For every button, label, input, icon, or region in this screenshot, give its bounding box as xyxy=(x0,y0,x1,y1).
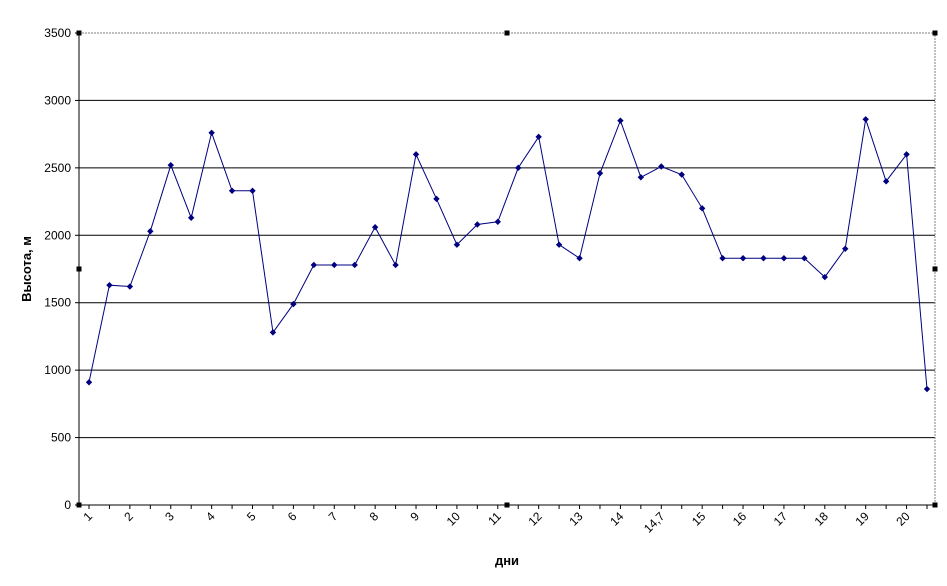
data-point xyxy=(596,170,604,177)
x-tick-label: 15 xyxy=(689,509,709,529)
x-tick-label: 9 xyxy=(408,509,423,524)
data-point xyxy=(371,223,379,231)
series-markers xyxy=(85,116,931,393)
selection-handles xyxy=(76,30,938,508)
x-tick-label: 19 xyxy=(852,509,872,529)
data-point xyxy=(147,228,154,235)
x-tick-label: 20 xyxy=(893,509,913,529)
x-tick-label: 8 xyxy=(367,509,382,524)
data-point xyxy=(433,195,440,203)
data-point xyxy=(698,205,706,212)
x-tick-label: 12 xyxy=(525,509,545,529)
data-point xyxy=(269,329,277,336)
data-point xyxy=(290,300,297,308)
data-point xyxy=(780,255,788,262)
data-point xyxy=(515,164,522,172)
x-tick-label: 18 xyxy=(812,509,832,529)
y-tick-label: 2500 xyxy=(44,161,71,175)
data-point xyxy=(617,117,624,124)
x-tick-label: 1 xyxy=(80,509,95,524)
y-axis-title: Высота, м xyxy=(19,236,34,302)
y-tick-label: 2000 xyxy=(44,228,71,242)
data-point xyxy=(760,255,767,262)
data-point xyxy=(801,255,808,262)
data-point xyxy=(126,283,134,290)
data-point xyxy=(310,261,318,269)
x-tick-label: 3 xyxy=(162,509,177,524)
data-point xyxy=(85,379,93,386)
data-point xyxy=(923,385,931,393)
data-point xyxy=(187,214,195,221)
data-point xyxy=(637,174,645,181)
x-tick-label: 11 xyxy=(485,509,504,528)
y-tick-label: 3500 xyxy=(44,26,71,40)
x-tick-label: 17 xyxy=(771,509,791,529)
data-point xyxy=(331,261,338,269)
data-point xyxy=(453,241,461,248)
data-point xyxy=(576,255,583,262)
x-tick-label: 6 xyxy=(285,509,300,524)
data-point xyxy=(903,151,910,158)
data-point xyxy=(474,221,481,228)
data-point xyxy=(208,129,215,136)
x-tick-label: 5 xyxy=(244,509,259,524)
data-point xyxy=(228,187,236,194)
x-tick-label: 14 xyxy=(607,509,627,529)
data-point xyxy=(555,241,563,248)
data-point xyxy=(412,151,420,158)
data-point xyxy=(167,161,174,169)
data-point xyxy=(882,178,890,185)
data-point xyxy=(678,171,685,178)
data-point xyxy=(249,187,256,194)
data-point xyxy=(535,133,542,141)
x-tick-label: 2 xyxy=(121,509,136,524)
x-axis-ticks: 1 2 3 4 5 6 7 8 9 10 11 12 13 14 14,7 15 16 17 18 19 20 xyxy=(79,504,935,536)
x-tick-label: 7 xyxy=(326,509,341,524)
selection-handle xyxy=(932,266,938,272)
x-tick-label: 13 xyxy=(566,509,586,529)
y-axis-ticks: 0 500 1000 1500 2000 2500 3000 3500 xyxy=(44,26,80,512)
data-point xyxy=(494,218,501,225)
data-point xyxy=(658,163,665,170)
x-axis-title: дни xyxy=(495,553,519,568)
data-point xyxy=(842,245,849,252)
y-tick-label: 1500 xyxy=(44,296,71,310)
gridlines xyxy=(79,99,935,439)
series-line xyxy=(88,119,928,390)
selection-handle xyxy=(932,30,938,36)
data-point xyxy=(821,273,829,281)
x-tick-label: 10 xyxy=(444,509,464,529)
data-point xyxy=(351,261,358,269)
x-tick-label: 16 xyxy=(730,509,750,529)
data-point xyxy=(106,281,113,289)
data-point xyxy=(739,255,747,262)
y-tick-label: 1000 xyxy=(44,363,71,377)
data-point xyxy=(719,255,726,262)
data-point xyxy=(392,261,399,269)
x-tick-label: 4 xyxy=(203,509,218,524)
y-tick-label: 0 xyxy=(64,498,71,512)
y-tick-label: 500 xyxy=(51,431,71,445)
plot-area-frame xyxy=(78,32,936,506)
y-tick-label: 3000 xyxy=(44,93,71,107)
x-tick-label: 14,7 xyxy=(641,509,668,536)
data-point xyxy=(862,116,869,123)
selection-handle xyxy=(504,30,510,36)
